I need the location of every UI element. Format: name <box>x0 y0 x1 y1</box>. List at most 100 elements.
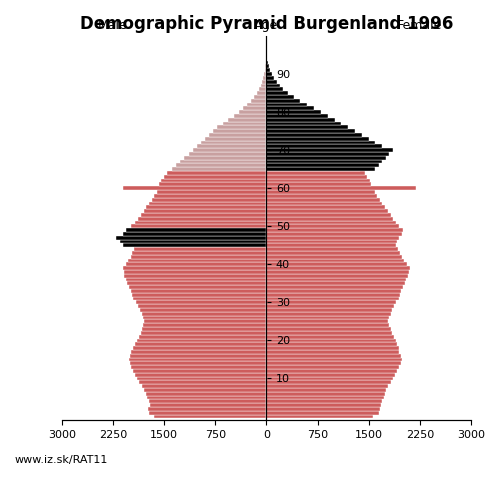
Bar <box>139 334 266 338</box>
Bar <box>266 164 379 168</box>
Bar <box>266 362 400 365</box>
Bar <box>266 57 267 60</box>
Bar <box>144 320 266 324</box>
Bar <box>266 114 328 118</box>
Bar <box>266 228 403 232</box>
Bar <box>126 278 266 281</box>
Bar <box>132 365 266 369</box>
Bar <box>266 373 396 376</box>
Bar <box>266 64 268 68</box>
Bar <box>266 320 388 324</box>
Bar <box>266 236 400 240</box>
Bar <box>266 80 276 84</box>
Bar <box>247 102 266 106</box>
Bar <box>266 224 400 228</box>
Bar <box>266 129 328 133</box>
Bar <box>266 126 348 129</box>
Bar <box>228 118 266 122</box>
Bar <box>266 289 402 293</box>
Bar <box>266 53 267 57</box>
Title: Demographic Pyramid Burgenland 1996: Demographic Pyramid Burgenland 1996 <box>80 15 453 33</box>
Bar <box>266 380 390 384</box>
Bar <box>266 304 394 308</box>
Bar <box>266 354 400 358</box>
Bar <box>132 293 266 296</box>
Bar <box>266 140 338 144</box>
Bar <box>123 186 266 190</box>
Bar <box>141 213 266 216</box>
Bar <box>130 354 266 358</box>
Bar <box>266 247 398 251</box>
Bar <box>149 202 266 205</box>
Bar <box>266 152 347 156</box>
Bar <box>266 114 310 118</box>
Bar <box>120 240 266 244</box>
Bar <box>123 232 266 236</box>
Bar <box>266 262 407 266</box>
Bar <box>172 168 266 171</box>
Bar <box>243 106 266 110</box>
Bar <box>266 324 389 327</box>
Bar <box>266 244 396 247</box>
Bar <box>140 308 266 312</box>
Bar <box>266 182 372 186</box>
Bar <box>129 285 266 289</box>
Bar <box>222 122 266 126</box>
Bar <box>266 266 410 270</box>
Text: Age: Age <box>254 19 278 32</box>
Bar <box>266 57 268 60</box>
Bar <box>266 118 316 122</box>
Bar <box>266 258 404 262</box>
Bar <box>138 304 266 308</box>
Bar <box>266 414 374 418</box>
Bar <box>209 133 266 137</box>
Bar <box>154 194 266 198</box>
Bar <box>266 68 270 72</box>
Bar <box>140 380 266 384</box>
Bar <box>266 358 402 362</box>
Bar <box>266 129 355 133</box>
Bar <box>142 327 266 331</box>
Bar <box>150 403 266 407</box>
Bar <box>266 369 398 373</box>
Bar <box>266 346 398 350</box>
Bar <box>132 369 266 373</box>
Bar <box>266 376 393 380</box>
Bar <box>266 144 382 148</box>
Bar <box>266 240 398 244</box>
Bar <box>141 331 266 334</box>
Bar <box>130 362 266 365</box>
Bar <box>266 72 272 76</box>
Bar <box>148 407 266 411</box>
Bar <box>134 296 266 300</box>
Bar <box>266 168 376 171</box>
Bar <box>234 114 266 118</box>
Bar <box>184 156 266 160</box>
Bar <box>143 316 266 320</box>
Bar <box>130 289 266 293</box>
Bar <box>266 137 368 140</box>
Bar <box>266 160 354 164</box>
Bar <box>266 110 304 114</box>
Bar <box>126 228 266 232</box>
Bar <box>266 293 400 296</box>
Bar <box>266 76 272 80</box>
Bar <box>266 411 379 414</box>
Bar <box>266 388 386 392</box>
Bar <box>266 327 390 331</box>
Bar <box>116 236 266 240</box>
Bar <box>266 216 393 220</box>
Bar <box>136 244 266 247</box>
Bar <box>134 220 266 224</box>
Bar <box>266 102 308 106</box>
Bar <box>158 182 266 186</box>
Bar <box>266 160 382 164</box>
Bar <box>123 244 266 247</box>
Bar <box>154 414 266 418</box>
Bar <box>127 282 266 285</box>
Bar <box>180 160 266 164</box>
Bar <box>266 133 331 137</box>
Bar <box>266 365 400 369</box>
Bar <box>132 224 266 228</box>
Bar <box>266 164 357 168</box>
